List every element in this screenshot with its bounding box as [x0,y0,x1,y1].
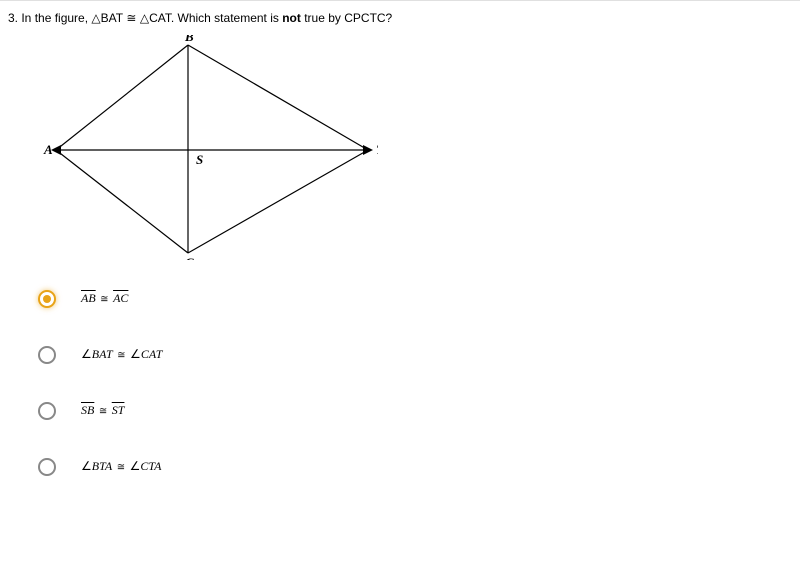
geometry-figure: A B T C S [38,35,378,260]
figure-container: A B T C S [38,35,792,265]
triangle-2: CAT [149,11,171,25]
svg-text:C: C [185,255,194,260]
option-label: AB ≅ AC [81,290,128,306]
radio-button[interactable] [38,402,56,420]
option-2[interactable]: SB ≅ ST [38,402,792,420]
radio-button[interactable] [38,458,56,476]
question-container: 3. In the figure, △BAT ≅ △CAT. Which sta… [0,0,800,524]
question-text-after: . Which statement is [171,11,282,25]
option-0[interactable]: AB ≅ AC [38,290,792,308]
svg-text:A: A [43,142,53,157]
question-text-before: In the figure, [18,11,91,25]
triangle-symbol-2: △ [140,11,149,25]
options-container: AB ≅ AC ∠BAT ≅ ∠CAT SB ≅ ST ∠BTA ≅ ∠CTA [38,290,792,476]
svg-text:T: T [376,142,378,157]
option-label: ∠BTA ≅ ∠CTA [81,458,162,474]
radio-button[interactable] [38,290,56,308]
option-label: ∠BAT ≅ ∠CAT [81,346,162,362]
question-emphasis: not [282,11,301,25]
triangle-1: BAT [101,11,123,25]
svg-text:B: B [184,35,194,44]
question-text: 3. In the figure, △BAT ≅ △CAT. Which sta… [8,11,792,25]
svg-text:S: S [196,152,203,167]
option-label: SB ≅ ST [81,402,124,418]
question-text-end: true by CPCTC? [301,11,392,25]
radio-button[interactable] [38,346,56,364]
congruent-symbol: ≅ [123,11,140,25]
option-3[interactable]: ∠BTA ≅ ∠CTA [38,458,792,476]
triangle-symbol-1: △ [91,11,100,25]
question-number: 3. [8,11,18,25]
option-1[interactable]: ∠BAT ≅ ∠CAT [38,346,792,364]
